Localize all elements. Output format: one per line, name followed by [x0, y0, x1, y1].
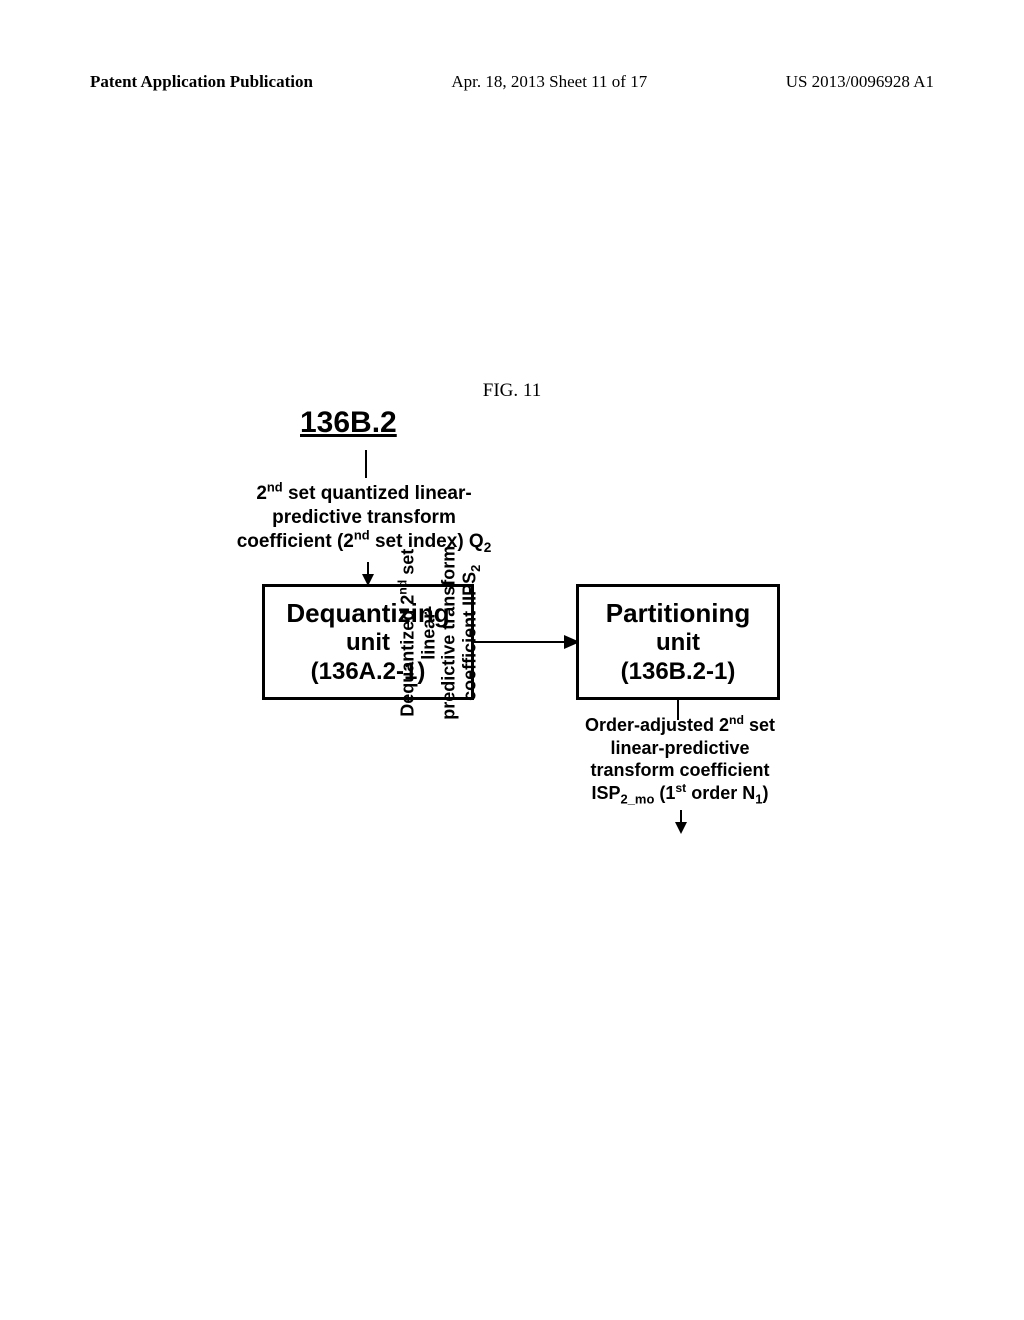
- output-signal-label: Order-adjusted 2nd setlinear-predictivet…: [560, 714, 800, 804]
- page-header: Patent Application Publication Apr. 18, …: [0, 72, 1024, 92]
- header-pubnum: US 2013/0096928 A1: [786, 72, 934, 92]
- partitioning-unit-box: Partitioning unit (136B.2-1): [576, 584, 780, 700]
- figure-reference: 136B.2: [300, 406, 397, 440]
- input-connector-line: [365, 450, 367, 478]
- arrow-down-output-icon: [673, 810, 689, 834]
- figure-caption: FIG. 11: [0, 380, 1024, 402]
- arrow-down-icon: [360, 562, 376, 586]
- partitioning-sub2: (136B.2-1): [621, 658, 736, 687]
- header-publication: Patent Application Publication: [90, 72, 313, 92]
- partitioning-title: Partitioning: [606, 598, 750, 629]
- header-date-sheet: Apr. 18, 2013 Sheet 11 of 17: [313, 72, 786, 92]
- dequantizing-sub1: unit: [346, 629, 390, 658]
- arrow-right-icon: [472, 632, 580, 652]
- mid-signal-label: Dequantized 2nd set linear-predictive tr…: [397, 528, 480, 738]
- block-diagram: 2nd set quantized linear-predictive tran…: [180, 450, 880, 850]
- partitioning-sub1: unit: [656, 629, 700, 658]
